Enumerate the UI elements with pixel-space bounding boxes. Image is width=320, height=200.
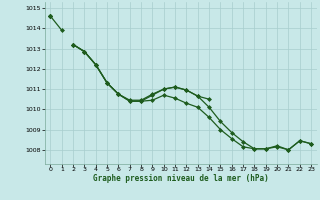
X-axis label: Graphe pression niveau de la mer (hPa): Graphe pression niveau de la mer (hPa): [93, 174, 269, 183]
